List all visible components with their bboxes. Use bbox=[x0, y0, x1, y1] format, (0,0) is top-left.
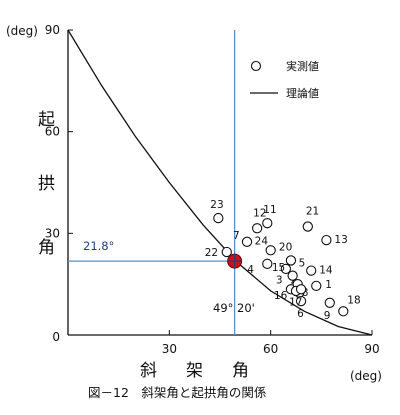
data-point bbox=[280, 263, 292, 275]
y-axis-title-char: 起 bbox=[38, 110, 55, 130]
x-tick-label: 60 bbox=[263, 342, 278, 356]
highlight-layer bbox=[227, 253, 243, 269]
data-point-label: 15 bbox=[272, 262, 285, 274]
data-point-label: 17 bbox=[289, 296, 302, 308]
data-point bbox=[265, 245, 276, 256]
data-point-label: 13 bbox=[334, 234, 347, 246]
data-point-label: 21 bbox=[306, 206, 319, 218]
legend: 実測値 理論値 bbox=[250, 59, 319, 100]
y-annotation: 21.8° bbox=[83, 239, 114, 253]
y-axis-title: 起拱角 bbox=[38, 110, 55, 258]
points-layer: 12345678911121314151617182021222324 bbox=[205, 199, 361, 322]
x-unit-label: (deg) bbox=[350, 369, 382, 383]
data-point-label: 20 bbox=[279, 241, 292, 253]
data-point bbox=[287, 270, 298, 281]
y-axis-title-char: 拱 bbox=[38, 174, 55, 194]
data-point bbox=[302, 221, 313, 232]
data-point-label: 5 bbox=[299, 258, 306, 270]
x-tick-label: 30 bbox=[162, 342, 177, 356]
data-point bbox=[241, 236, 253, 247]
data-point-label: 6 bbox=[297, 308, 304, 320]
y-tick-label: 30 bbox=[45, 226, 60, 240]
data-point-label: 8 bbox=[302, 287, 309, 299]
data-point-label: 7 bbox=[233, 230, 240, 242]
data-point-label: 9 bbox=[324, 310, 331, 322]
legend-label-measured: 実測値 bbox=[286, 59, 319, 73]
data-point bbox=[285, 255, 297, 266]
data-point-label: 23 bbox=[210, 199, 223, 211]
y-unit-label: (deg) bbox=[6, 24, 38, 38]
data-point bbox=[324, 297, 335, 308]
x-tick-label: 90 bbox=[364, 342, 379, 356]
data-point-label: 11 bbox=[263, 204, 276, 216]
data-point-label: 1 bbox=[325, 279, 332, 291]
data-point-label: 3 bbox=[276, 274, 283, 286]
y-axis-title-char: 角 bbox=[38, 238, 55, 258]
data-point bbox=[321, 234, 332, 246]
data-point bbox=[338, 306, 349, 317]
data-point-label: 12 bbox=[253, 207, 266, 219]
origin-label: 0 bbox=[52, 330, 60, 344]
y-tick-label: 90 bbox=[45, 23, 60, 37]
data-point bbox=[221, 246, 232, 258]
data-point bbox=[295, 284, 307, 295]
data-point-label: 18 bbox=[347, 294, 360, 306]
data-point-label: 22 bbox=[205, 247, 218, 259]
legend-circle-marker bbox=[250, 60, 262, 72]
y-tick-label: 60 bbox=[45, 125, 60, 139]
data-point-label: 16 bbox=[274, 290, 288, 302]
data-point bbox=[262, 218, 273, 229]
data-point bbox=[213, 212, 224, 224]
data-point-label: 4 bbox=[247, 264, 254, 276]
legend-label-theory: 理論値 bbox=[286, 86, 319, 100]
x-annotation: 49° 20' bbox=[213, 301, 255, 315]
theory-curve bbox=[67, 29, 373, 336]
data-point-label: 14 bbox=[319, 265, 333, 277]
figure-caption: 図－12 斜架角と起拱角の関係 bbox=[88, 385, 266, 400]
curve-layer bbox=[67, 29, 373, 336]
x-axis-title: 斜 架 角 bbox=[140, 361, 255, 381]
ticks-layer: 30 60 90 30 60 90 0 bbox=[45, 23, 380, 356]
guides-layer bbox=[68, 30, 236, 335]
data-point bbox=[295, 295, 307, 307]
data-point bbox=[252, 223, 263, 234]
data-point bbox=[306, 265, 317, 276]
data-point-label: 24 bbox=[255, 235, 269, 247]
data-point bbox=[262, 258, 273, 269]
data-point bbox=[311, 280, 322, 292]
